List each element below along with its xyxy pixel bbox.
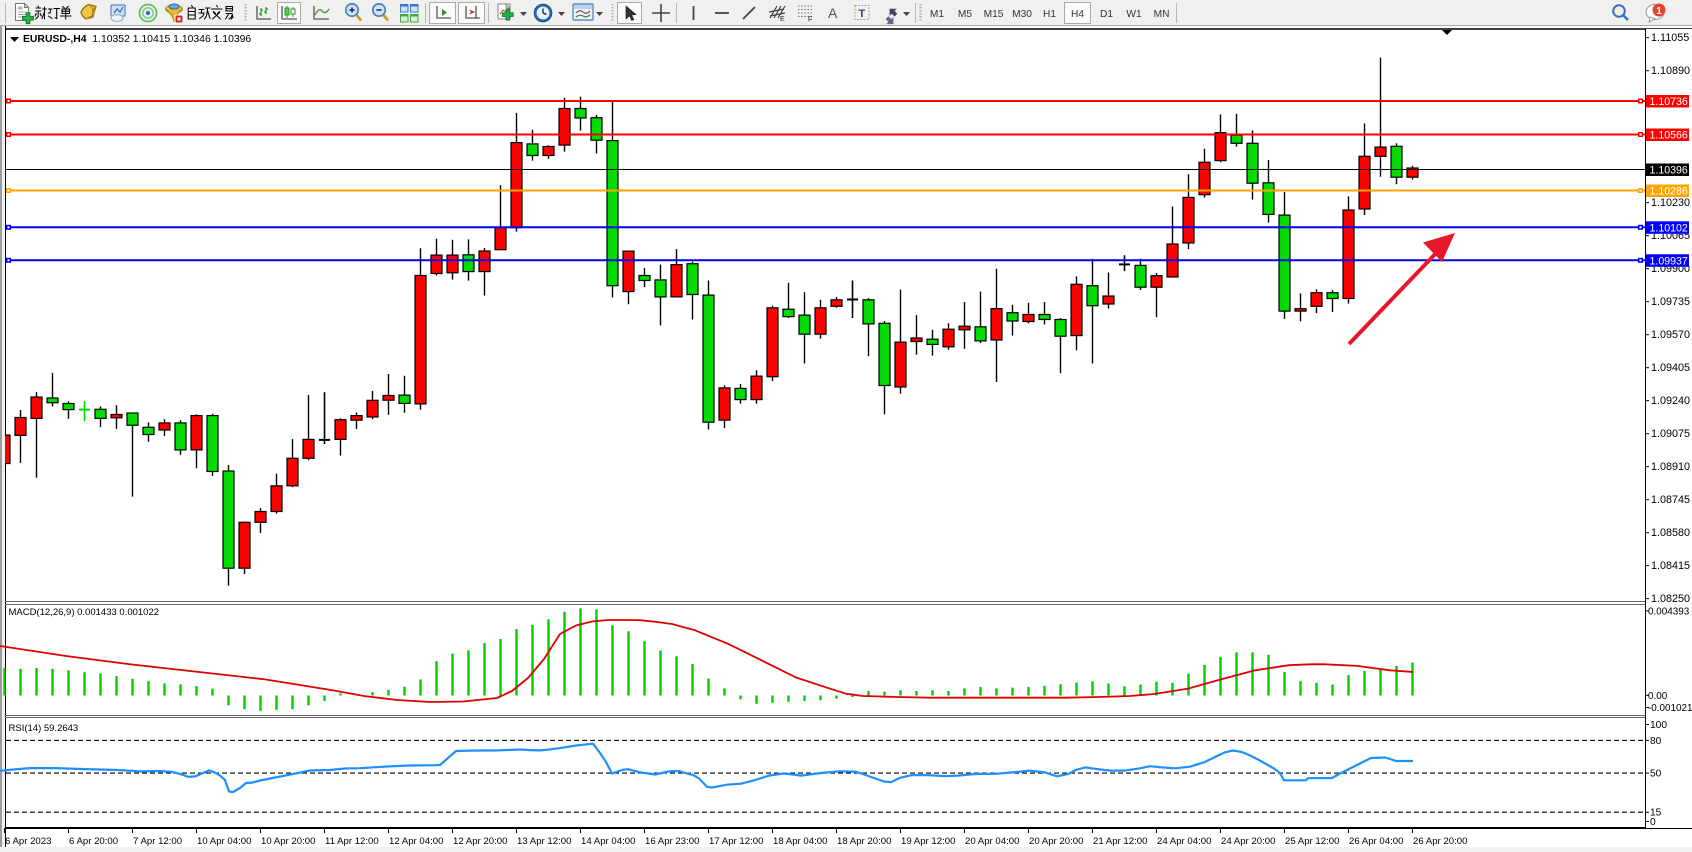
svg-text:RSI(14) 59.2643: RSI(14) 59.2643 bbox=[9, 723, 79, 734]
svg-text:E: E bbox=[780, 16, 785, 23]
svg-text:18 Apr 04:00: 18 Apr 04:00 bbox=[773, 836, 827, 847]
svg-text:26 Apr 20:00: 26 Apr 20:00 bbox=[1413, 836, 1467, 847]
svg-text:1.10736: 1.10736 bbox=[1650, 96, 1688, 108]
svg-text:20 Apr 20:00: 20 Apr 20:00 bbox=[1029, 836, 1083, 847]
svg-text:0.004393: 0.004393 bbox=[1648, 606, 1690, 617]
svg-text:M5: M5 bbox=[958, 9, 972, 20]
svg-text:10 Apr 04:00: 10 Apr 04:00 bbox=[197, 836, 251, 847]
svg-text:6 Apr 2023: 6 Apr 2023 bbox=[5, 836, 51, 847]
svg-text:M1: M1 bbox=[930, 9, 944, 20]
svg-text:1.10286: 1.10286 bbox=[1650, 186, 1688, 198]
svg-text:13 Apr 12:00: 13 Apr 12:00 bbox=[517, 836, 571, 847]
svg-text:1.08250: 1.08250 bbox=[1651, 593, 1690, 605]
svg-text:80: 80 bbox=[1650, 736, 1662, 747]
svg-text:20 Apr 04:00: 20 Apr 04:00 bbox=[965, 836, 1019, 847]
svg-text:A: A bbox=[828, 5, 838, 21]
svg-text:11 Apr 12:00: 11 Apr 12:00 bbox=[325, 836, 379, 847]
svg-text:18 Apr 20:00: 18 Apr 20:00 bbox=[837, 836, 891, 847]
svg-text:21 Apr 12:00: 21 Apr 12:00 bbox=[1093, 836, 1147, 847]
svg-text:1.09735: 1.09735 bbox=[1651, 296, 1690, 308]
svg-text:0: 0 bbox=[1650, 817, 1656, 828]
svg-text:10 Apr 20:00: 10 Apr 20:00 bbox=[261, 836, 315, 847]
svg-text:MN: MN bbox=[1154, 9, 1170, 20]
svg-text:25 Apr 12:00: 25 Apr 12:00 bbox=[1285, 836, 1339, 847]
svg-text:19 Apr 12:00: 19 Apr 12:00 bbox=[901, 836, 955, 847]
svg-text:1.09075: 1.09075 bbox=[1651, 428, 1690, 440]
svg-text:-0.001021: -0.001021 bbox=[1648, 703, 1692, 714]
svg-text:24 Apr 04:00: 24 Apr 04:00 bbox=[1157, 836, 1211, 847]
svg-text:T: T bbox=[859, 8, 866, 20]
svg-text:M15: M15 bbox=[984, 9, 1004, 20]
svg-text:50: 50 bbox=[1650, 769, 1662, 780]
svg-text:1.09570: 1.09570 bbox=[1651, 329, 1690, 341]
svg-text:M30: M30 bbox=[1012, 9, 1032, 20]
svg-text:1.10566: 1.10566 bbox=[1650, 130, 1688, 142]
svg-text:D1: D1 bbox=[1100, 9, 1113, 20]
svg-text:1.09937: 1.09937 bbox=[1650, 255, 1688, 267]
svg-text:H4: H4 bbox=[1071, 9, 1084, 20]
svg-text:0.00: 0.00 bbox=[1648, 691, 1668, 702]
svg-text:7 Apr 12:00: 7 Apr 12:00 bbox=[133, 836, 182, 847]
svg-text:14 Apr 04:00: 14 Apr 04:00 bbox=[581, 836, 635, 847]
svg-text:1.08745: 1.08745 bbox=[1651, 494, 1690, 506]
svg-text:1.08910: 1.08910 bbox=[1651, 461, 1690, 473]
svg-text:MACD(12,26,9) 0.001433 0.00102: MACD(12,26,9) 0.001433 0.001022 bbox=[9, 607, 160, 618]
svg-text:W1: W1 bbox=[1126, 9, 1142, 20]
svg-text:1.10396: 1.10396 bbox=[1650, 165, 1688, 177]
svg-text:1.08580: 1.08580 bbox=[1651, 527, 1690, 539]
svg-text:1.10102: 1.10102 bbox=[1650, 222, 1688, 234]
svg-text:EURUSD-,H4 1.10352 1.10415 1.: EURUSD-,H4 1.10352 1.10415 1.10346 1.103… bbox=[23, 34, 251, 45]
svg-text:1.09240: 1.09240 bbox=[1651, 395, 1690, 407]
svg-text:H1: H1 bbox=[1043, 9, 1056, 20]
svg-text:12 Apr 04:00: 12 Apr 04:00 bbox=[389, 836, 443, 847]
svg-text:24 Apr 20:00: 24 Apr 20:00 bbox=[1221, 836, 1275, 847]
svg-text:1.09405: 1.09405 bbox=[1651, 362, 1690, 374]
svg-text:1.11055: 1.11055 bbox=[1651, 32, 1689, 44]
svg-text:F: F bbox=[808, 17, 812, 24]
svg-text:26 Apr 04:00: 26 Apr 04:00 bbox=[1349, 836, 1403, 847]
svg-text:12 Apr 20:00: 12 Apr 20:00 bbox=[453, 836, 507, 847]
svg-text:15: 15 bbox=[1650, 808, 1662, 819]
svg-text:1.10230: 1.10230 bbox=[1651, 197, 1690, 209]
svg-text:100: 100 bbox=[1650, 720, 1667, 731]
svg-text:1.10890: 1.10890 bbox=[1651, 65, 1690, 77]
svg-text:6 Apr 20:00: 6 Apr 20:00 bbox=[69, 836, 118, 847]
svg-text:1: 1 bbox=[1656, 6, 1662, 17]
svg-text:17 Apr 12:00: 17 Apr 12:00 bbox=[709, 836, 763, 847]
svg-text:16 Apr 23:00: 16 Apr 23:00 bbox=[645, 836, 699, 847]
svg-text:1.08415: 1.08415 bbox=[1651, 560, 1690, 572]
